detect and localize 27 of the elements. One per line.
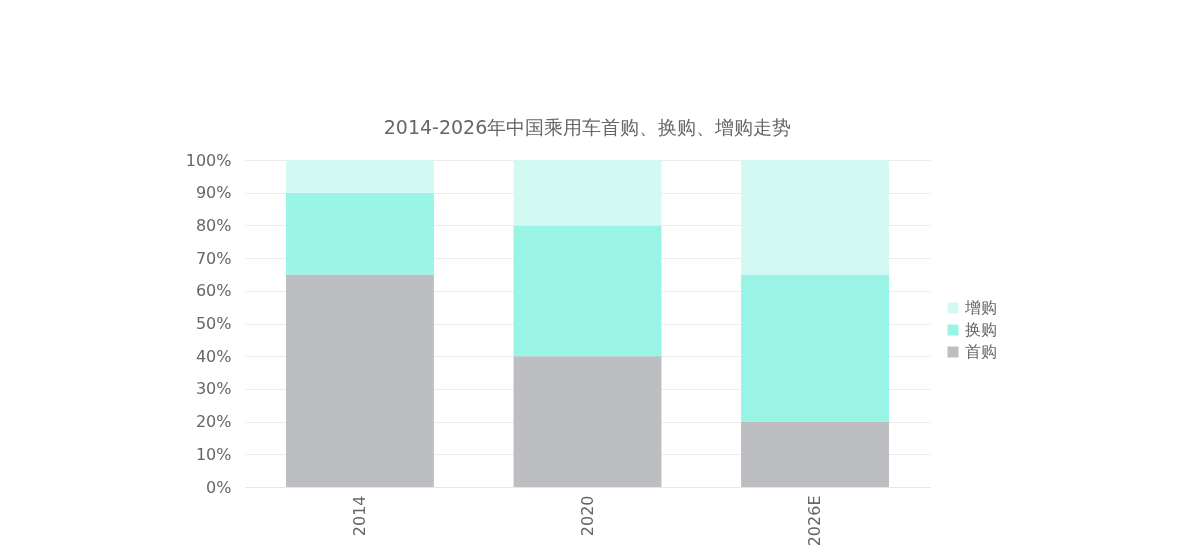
y-tick-label: 10% bbox=[195, 444, 232, 464]
y-tick-label: 60% bbox=[195, 281, 232, 301]
x-tick-label: 2020 bbox=[577, 495, 597, 537]
chart-title: 2014-2026年中国乘用车首购、换购、增购走势 bbox=[383, 116, 792, 138]
y-tick-label: 0% bbox=[206, 477, 232, 497]
legend-label: 首购 bbox=[965, 342, 997, 361]
legend-label: 增购 bbox=[964, 298, 997, 317]
bar bbox=[513, 356, 662, 487]
x-tick-label: 2026E bbox=[805, 495, 825, 547]
y-tick-label: 90% bbox=[195, 183, 232, 203]
x-tick-label: 2014 bbox=[349, 495, 369, 537]
y-tick-label: 100% bbox=[185, 150, 232, 170]
bar bbox=[741, 421, 890, 487]
bar bbox=[741, 160, 890, 275]
bar bbox=[285, 160, 434, 193]
y-tick-label: 50% bbox=[195, 314, 232, 333]
bar bbox=[285, 192, 434, 275]
bar bbox=[513, 225, 662, 357]
bar bbox=[285, 274, 434, 487]
bar bbox=[513, 160, 662, 226]
y-tick-label: 40% bbox=[195, 346, 232, 366]
legend-label: 换购 bbox=[965, 320, 997, 339]
y-tick-label: 70% bbox=[195, 248, 232, 268]
y-tick-label: 20% bbox=[195, 412, 232, 432]
y-tick-label: 30% bbox=[195, 379, 232, 399]
y-tick-label: 80% bbox=[195, 215, 232, 235]
bar bbox=[741, 274, 890, 422]
